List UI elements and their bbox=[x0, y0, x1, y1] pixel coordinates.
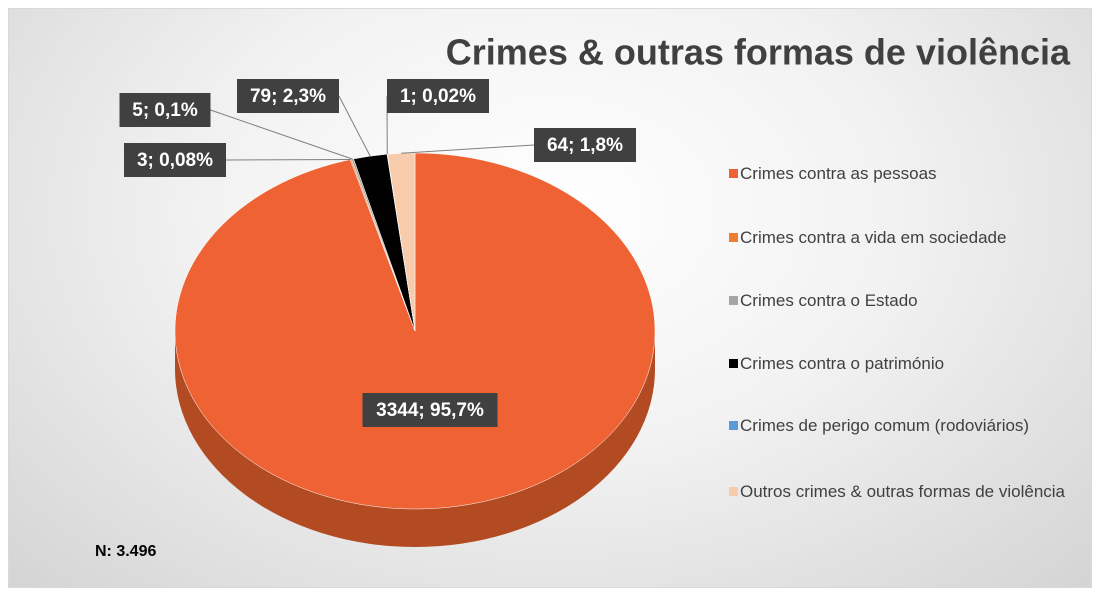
legend-entry: Crimes de perigo comum (rodoviários) bbox=[729, 414, 1080, 437]
leader-line bbox=[338, 95, 371, 157]
label-box bbox=[362, 393, 498, 427]
data-label: 3344; 95,7% bbox=[376, 400, 484, 421]
legend-label: Crimes contra as pessoas bbox=[740, 164, 937, 183]
annotation: N: 3.496 bbox=[95, 543, 156, 560]
legend-entry: Crimes contra o Estado bbox=[729, 289, 1080, 312]
leader-line bbox=[401, 144, 535, 154]
legend-entry: Outros crimes & outras formas de violênc… bbox=[729, 480, 1080, 503]
label-box bbox=[534, 128, 636, 162]
pie-slice bbox=[174, 152, 656, 510]
legend-entry: Crimes contra o património bbox=[729, 352, 1080, 375]
legend-entry: Crimes contra as pessoas bbox=[729, 162, 1080, 185]
label-box bbox=[237, 79, 339, 113]
data-label: 1; 0,02% bbox=[400, 86, 476, 107]
legend-swatch bbox=[729, 233, 738, 242]
legend-label: Crimes de perigo comum (rodoviários) bbox=[740, 416, 1030, 435]
leader-line bbox=[210, 109, 353, 160]
legend-swatch bbox=[729, 421, 738, 430]
legend-swatch bbox=[729, 359, 738, 368]
legend-label: Outros crimes & outras formas de violênc… bbox=[740, 482, 1066, 501]
label-box bbox=[119, 93, 211, 127]
legend-entry: Crimes contra a vida em sociedade bbox=[729, 226, 1080, 249]
leader-line bbox=[225, 158, 351, 161]
data-label: 79; 2,3% bbox=[250, 86, 326, 107]
data-label: 5; 0,1% bbox=[132, 100, 198, 121]
legend-label: Crimes contra o Estado bbox=[740, 291, 918, 310]
data-label: 3; 0,08% bbox=[137, 150, 213, 171]
data-label: 64; 1,8% bbox=[547, 135, 623, 156]
legend-label: Crimes contra o património bbox=[740, 354, 945, 373]
legend-swatch bbox=[729, 487, 738, 496]
chart-title: Crimes & outras formas de violência bbox=[446, 32, 1071, 73]
legend-label: Crimes contra a vida em sociedade bbox=[740, 228, 1007, 247]
label-box bbox=[124, 143, 226, 177]
legend-swatch bbox=[729, 169, 738, 178]
label-box bbox=[387, 79, 489, 113]
legend-swatch bbox=[729, 296, 738, 305]
